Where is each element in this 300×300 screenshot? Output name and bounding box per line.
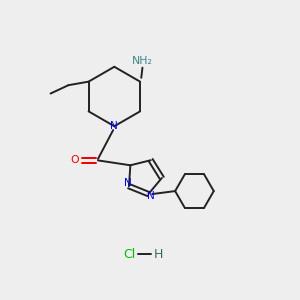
- Text: O: O: [70, 155, 79, 165]
- Text: Cl: Cl: [123, 248, 135, 260]
- Text: H: H: [154, 248, 164, 260]
- Text: N: N: [124, 178, 131, 188]
- Text: NH₂: NH₂: [132, 56, 153, 66]
- Text: N: N: [148, 190, 155, 200]
- Text: N: N: [110, 121, 118, 131]
